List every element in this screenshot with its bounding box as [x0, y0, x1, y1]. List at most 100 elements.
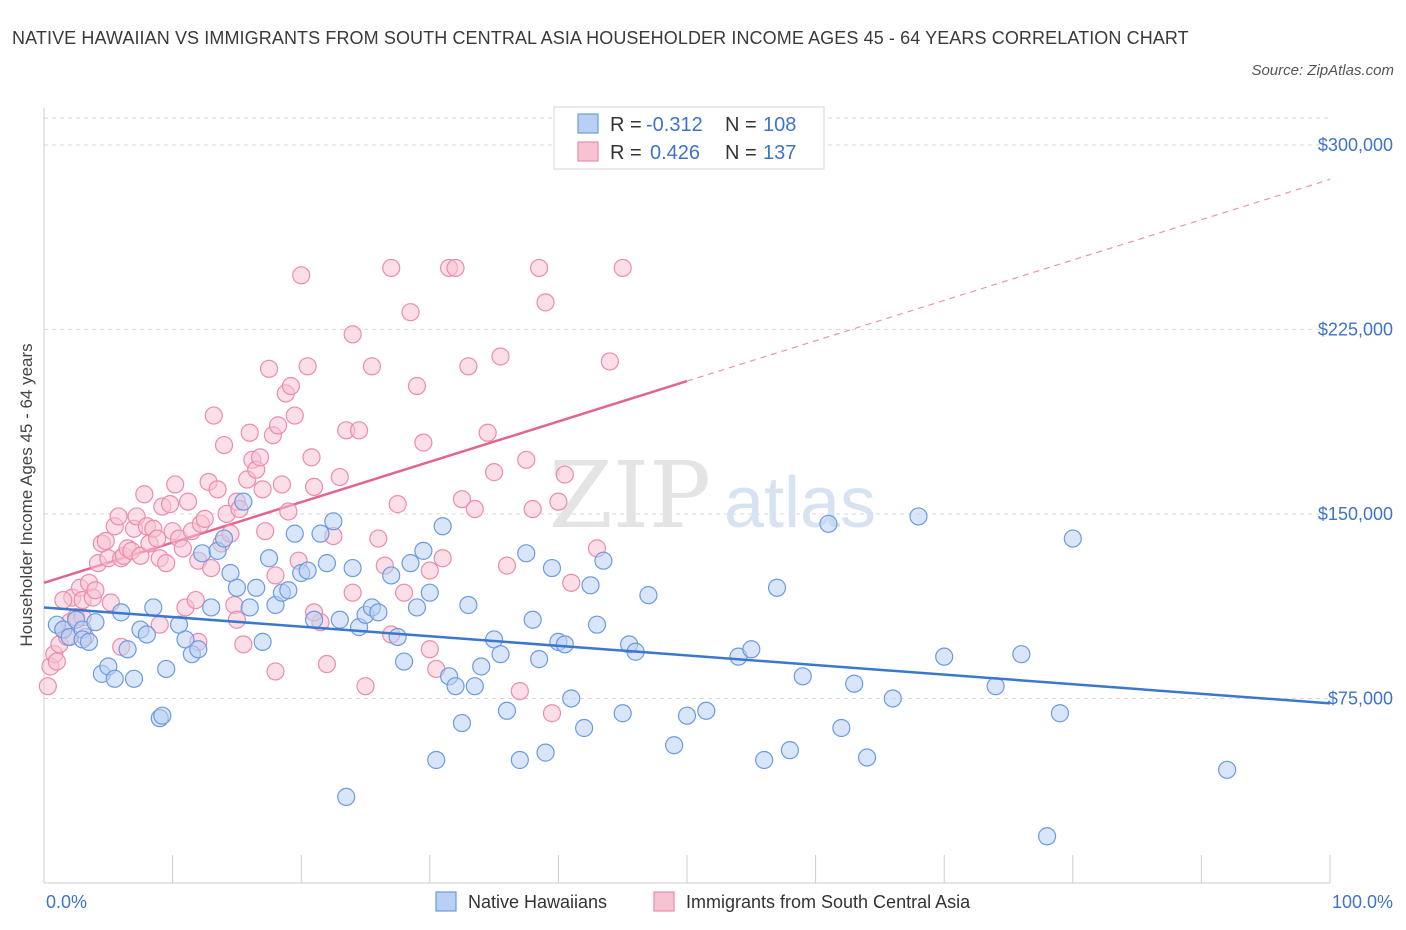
point-native-hawaiians [742, 640, 761, 659]
point-native-hawaiians [832, 718, 851, 738]
point-native-hawaiians [472, 657, 491, 676]
point-immigrants [135, 485, 154, 504]
point-native-hawaiians [459, 595, 478, 615]
point-native-hawaiians [542, 558, 562, 578]
point-native-hawaiians [214, 529, 234, 548]
point-immigrants [433, 549, 452, 568]
point-native-hawaiians [497, 701, 517, 720]
point-immigrants [401, 303, 420, 322]
point-native-hawaiians [401, 554, 420, 573]
legend-box [553, 106, 825, 170]
trend-line-extension [686, 178, 1331, 382]
point-native-hawaiians [523, 610, 542, 629]
point-native-hawaiians [157, 659, 176, 679]
point-native-hawaiians [253, 632, 272, 651]
point-immigrants [369, 529, 388, 548]
point-native-hawaiians [677, 706, 697, 725]
point-native-hawaiians [530, 650, 549, 669]
point-native-hawaiians [780, 741, 799, 760]
point-native-hawaiians [555, 635, 574, 654]
point-immigrants [96, 531, 115, 551]
point-immigrants [173, 539, 192, 558]
legend-r-label-1: R = [610, 114, 642, 136]
point-native-hawaiians [227, 578, 246, 597]
point-native-hawaiians [665, 736, 684, 755]
point-immigrants [256, 522, 275, 541]
point-immigrants [510, 681, 529, 701]
point-immigrants [227, 610, 246, 629]
point-native-hawaiians [298, 561, 317, 580]
point-immigrants [279, 502, 298, 521]
point-immigrants [131, 546, 150, 565]
point-immigrants [272, 475, 292, 494]
point-native-hawaiians [845, 674, 864, 693]
point-native-hawaiians [118, 640, 137, 659]
point-native-hawaiians [909, 507, 928, 526]
point-native-hawaiians [337, 787, 356, 806]
point-native-hawaiians [234, 492, 253, 511]
point-native-hawaiians [324, 512, 343, 531]
legend-r-value-2: 0.426 [650, 142, 700, 164]
point-native-hawaiians [279, 581, 298, 600]
point-native-hawaiians [594, 551, 613, 570]
point-immigrants [160, 495, 180, 514]
point-native-hawaiians [193, 544, 212, 563]
correlation-legend: R = -0.312 N = 108 R = 0.426 N = 137 [553, 106, 825, 170]
point-native-hawaiians [1012, 645, 1031, 664]
point-native-hawaiians [202, 598, 221, 617]
point-native-hawaiians [1063, 529, 1082, 548]
point-immigrants [240, 423, 259, 442]
chart-title: NATIVE HAWAIIAN VS IMMIGRANTS FROM SOUTH… [12, 28, 1189, 48]
point-immigrants [281, 376, 301, 396]
point-immigrants [542, 704, 562, 723]
point-native-hawaiians [562, 689, 581, 708]
point-immigrants [250, 448, 270, 467]
point-native-hawaiians [613, 704, 632, 723]
point-native-hawaiians [793, 667, 812, 686]
point-native-hawaiians [420, 583, 439, 602]
trend-line-solid [43, 606, 1331, 705]
point-immigrants [266, 566, 285, 585]
point-native-hawaiians [857, 748, 877, 767]
point-native-hawaiians [153, 706, 172, 725]
point-native-hawaiians [819, 514, 838, 533]
point-native-hawaiians [311, 524, 330, 543]
point-native-hawaiians [536, 743, 555, 762]
point-native-hawaiians [144, 598, 163, 617]
point-immigrants [600, 352, 619, 371]
series-legend-swatch-pink [653, 891, 675, 912]
point-native-hawaiians [317, 554, 337, 573]
point-immigrants [382, 258, 401, 278]
point-immigrants [420, 561, 439, 580]
point-immigrants [157, 554, 176, 573]
point-native-hawaiians [697, 701, 716, 720]
point-immigrants [166, 475, 185, 494]
series-legend-swatch-blue [435, 891, 457, 912]
point-immigrants [523, 499, 542, 519]
legend-n-value-2: 137 [763, 142, 796, 164]
point-immigrants [268, 416, 288, 435]
point-immigrants [317, 654, 337, 674]
point-immigrants [109, 507, 128, 526]
point-immigrants [86, 581, 105, 600]
watermark-atlas: atlas [724, 463, 876, 543]
point-native-hawaiians [883, 689, 902, 708]
y-tick-label: $75,000 [1328, 688, 1393, 708]
y-axis-label: Householder Income Ages 45 - 64 years [17, 343, 36, 646]
point-native-hawaiians [79, 632, 99, 651]
point-immigrants [549, 492, 568, 511]
y-tick-label: $150,000 [1318, 504, 1393, 524]
point-native-hawaiians [285, 524, 304, 543]
point-native-hawaiians [510, 750, 529, 770]
point-native-hawaiians [587, 615, 607, 634]
point-immigrants [420, 640, 439, 659]
point-immigrants [148, 529, 167, 548]
point-native-hawaiians [240, 598, 259, 617]
point-native-hawaiians [1050, 704, 1070, 723]
point-immigrants [178, 492, 198, 511]
series-native-hawaiians-points [47, 492, 1237, 846]
point-immigrants [414, 433, 433, 452]
point-native-hawaiians [394, 652, 414, 671]
watermark-zip: ZIP [549, 442, 711, 549]
